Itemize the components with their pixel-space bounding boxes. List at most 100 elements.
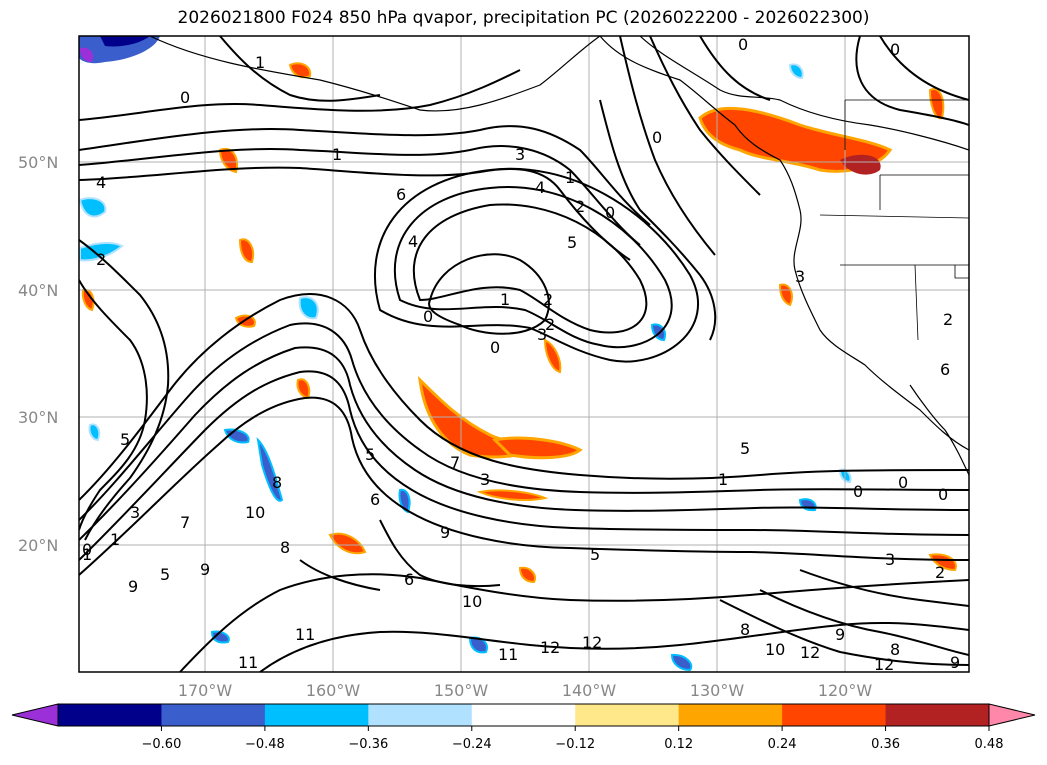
colorbar-tick-label: 0.24 <box>768 737 797 752</box>
contour-label: 0 <box>180 88 190 107</box>
contour-label: 2 <box>943 310 953 329</box>
lon-label: 140°W <box>562 681 617 700</box>
contour-label: 9 <box>440 523 450 542</box>
contour-label: 5 <box>365 445 375 464</box>
contour-label: 7 <box>450 453 460 472</box>
contour-label: 10 <box>462 592 482 611</box>
contour-label: 9 <box>835 625 845 644</box>
contour-label: 4 <box>408 232 418 251</box>
contour-label: 9 <box>950 653 960 672</box>
colorbar-extend-low <box>11 703 59 727</box>
contour-label: 6 <box>940 360 950 379</box>
colorbar-tick-label: −0.60 <box>142 737 182 752</box>
colorbar-segment <box>471 704 576 726</box>
contour-label: 5 <box>120 430 130 449</box>
colorbar-tick-label: 0.12 <box>664 737 693 752</box>
contour-label: 3 <box>795 267 805 286</box>
contour-label: 3 <box>130 503 140 522</box>
contour-label: 1 <box>565 168 575 187</box>
contour-label: 0 <box>490 338 500 357</box>
lon-label: 170°W <box>178 681 233 700</box>
contour-label: 8 <box>272 473 282 492</box>
contour-label: 4 <box>535 178 545 197</box>
colorbar-tick-label: −0.48 <box>245 737 285 752</box>
contour-label: 5 <box>160 565 170 584</box>
lat-label: 20°N <box>18 536 58 555</box>
contour-label: 3 <box>885 550 895 569</box>
contour-label: 2 <box>575 197 585 216</box>
contour-label: 2 <box>543 290 553 309</box>
contour-label: 2 <box>545 315 555 334</box>
contour-label: 11 <box>498 645 518 664</box>
plot-title: 2026021800 F024 850 hPa qvapor, precipit… <box>177 8 870 28</box>
contour-label: 8 <box>280 538 290 557</box>
contour-label: 12 <box>540 638 560 657</box>
colorbar-segment <box>678 704 783 726</box>
colorbar-segment <box>885 704 990 726</box>
colorbar-tick-label: −0.36 <box>348 737 388 752</box>
colorbar-segment <box>575 704 680 726</box>
contour-label: 0 <box>82 540 92 559</box>
contour-label: 2 <box>96 250 106 269</box>
contour-label: 12 <box>582 633 602 652</box>
contour-label: 3 <box>515 145 525 164</box>
contour-label: 1 <box>332 145 342 164</box>
contour-label: 11 <box>295 625 315 644</box>
contour-label: 8 <box>890 640 900 659</box>
lat-label: 30°N <box>18 408 58 427</box>
contour-label: 6 <box>396 185 406 204</box>
contour-label: 5 <box>590 545 600 564</box>
contour-label: 8 <box>740 620 750 639</box>
lon-label: 150°W <box>434 681 489 700</box>
colorbar-segment <box>782 704 887 726</box>
lat-label: 40°N <box>18 281 58 300</box>
lat-label: 50°N <box>18 153 58 172</box>
colorbar-tick-label: 0.36 <box>871 737 900 752</box>
contour-label: 2 <box>935 563 945 582</box>
longitude-labels: 170°W 160°W 150°W 140°W 130°W 120°W <box>178 681 873 700</box>
contour-label: 1 <box>500 290 510 309</box>
colorbar-segment <box>368 704 473 726</box>
lon-label: 160°W <box>306 681 361 700</box>
contour-label: 0 <box>423 307 433 326</box>
colorbar-segment <box>264 704 369 726</box>
negative-anomaly-patches <box>79 36 852 672</box>
contour-label: 10 <box>245 503 265 522</box>
qvapor-contours <box>79 36 969 672</box>
contour-label: 0 <box>652 128 662 147</box>
contour-label: 1 <box>110 530 120 549</box>
colorbar-segment <box>161 704 266 726</box>
contour-label: 12 <box>874 655 894 674</box>
map-border <box>78 35 970 673</box>
contour-label: 12 <box>800 643 820 662</box>
contour-label: 9 <box>200 560 210 579</box>
contour-label: 0 <box>938 485 948 504</box>
contour-label: 5 <box>567 233 577 252</box>
contour-label: 6 <box>404 570 414 589</box>
contour-label: 0 <box>898 473 908 492</box>
contour-label: 1 <box>718 470 728 489</box>
contour-label: 0 <box>890 40 900 59</box>
contour-label: 6 <box>370 490 380 509</box>
contour-label: 5 <box>740 439 750 458</box>
contour-label: 0 <box>738 35 748 54</box>
political-borders <box>819 99 969 341</box>
contour-label: 9 <box>128 577 138 596</box>
contour-label: 1 <box>82 545 92 564</box>
latitude-labels: 50°N 40°N 30°N 20°N <box>18 153 58 555</box>
colorbar-extend-high <box>988 703 1036 727</box>
contour-label: 11 <box>238 653 258 672</box>
contour-label: 3 <box>537 325 547 344</box>
contour-label: 1 <box>255 53 265 72</box>
contour-label: 7 <box>180 513 190 532</box>
contour-label: 3 <box>480 470 490 489</box>
colorbar-segment <box>58 704 162 726</box>
contour-label: 0 <box>605 203 615 222</box>
colorbar-tick-label: −0.24 <box>452 737 492 752</box>
colorbar-tick-label: −0.12 <box>555 737 595 752</box>
contour-label: 0 <box>853 482 863 501</box>
contour-label: 10 <box>765 640 785 659</box>
lon-label: 130°W <box>690 681 745 700</box>
colorbar-outline <box>57 703 990 727</box>
